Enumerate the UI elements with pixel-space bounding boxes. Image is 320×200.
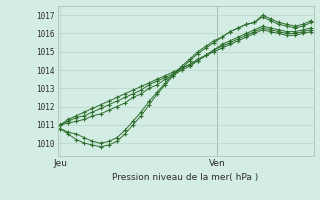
X-axis label: Pression niveau de la mer( hPa ): Pression niveau de la mer( hPa ) [112,173,259,182]
